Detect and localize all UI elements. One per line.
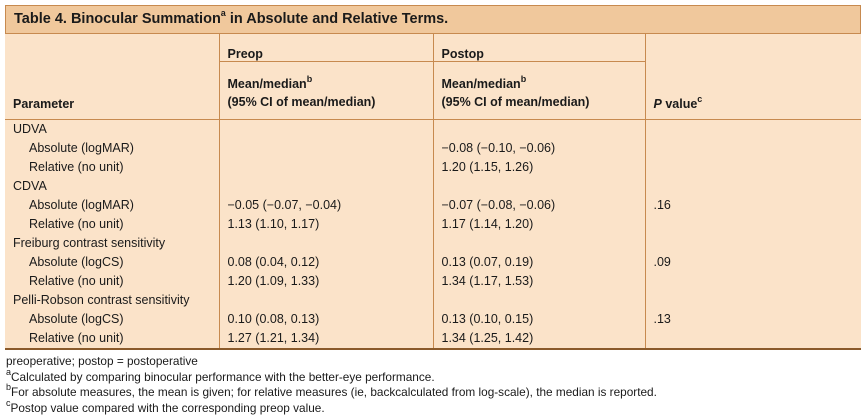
cell-postop: 1.34 (1.17, 1.53) <box>433 272 645 291</box>
footnote-a-mark: a <box>6 367 11 377</box>
cell-preop <box>219 158 433 177</box>
footnote-b: bFor absolute measures, the mean is give… <box>6 385 861 401</box>
cell-p-value: .13 <box>645 310 861 329</box>
cell-parameter: Absolute (logMAR) <box>5 139 219 158</box>
title-footnote-mark: a <box>221 8 226 18</box>
cell-p-value <box>645 272 861 291</box>
cell-preop <box>219 234 433 253</box>
footnote-c-text: Postop value compared with the correspon… <box>11 401 325 415</box>
cell-p-value: .09 <box>645 253 861 272</box>
cell-p-value <box>645 291 861 310</box>
table-row: Absolute (logCS)0.08 (0.04, 0.12)0.13 (0… <box>5 253 861 272</box>
table-row: Absolute (logCS)0.10 (0.08, 0.13)0.13 (0… <box>5 310 861 329</box>
cell-postop: 1.17 (1.14, 1.20) <box>433 215 645 234</box>
header-postop-stat: Mean/medianb (95% CI of mean/median) <box>433 62 645 120</box>
header-blank <box>5 34 219 62</box>
cell-p-value: .16 <box>645 196 861 215</box>
table-figure: Table 4. Binocular Summationa in Absolut… <box>5 5 861 416</box>
cell-parameter: Relative (no unit) <box>5 329 219 348</box>
cell-postop <box>433 234 645 253</box>
cell-preop <box>219 139 433 158</box>
cell-parameter: UDVA <box>5 120 219 140</box>
header-p-value: P valuec <box>645 62 861 120</box>
cell-postop: 1.20 (1.15, 1.26) <box>433 158 645 177</box>
header-parameter: Parameter <box>5 62 219 120</box>
cell-postop: 0.13 (0.07, 0.19) <box>433 253 645 272</box>
header-blank-p <box>645 34 861 62</box>
header-preop-stat: Mean/medianb (95% CI of mean/median) <box>219 62 433 120</box>
table-row: Relative (no unit)1.27 (1.21, 1.34)1.34 … <box>5 329 861 348</box>
cell-preop: 1.27 (1.21, 1.34) <box>219 329 433 348</box>
p-italic: P <box>654 97 662 111</box>
cell-parameter: Pelli-Robson contrast sensitivity <box>5 291 219 310</box>
cell-parameter: Relative (no unit) <box>5 272 219 291</box>
cell-parameter: Absolute (logMAR) <box>5 196 219 215</box>
footnote-b-text: For absolute measures, the mean is given… <box>11 385 657 399</box>
cell-postop <box>433 177 645 196</box>
header-preop: Preop <box>219 34 433 62</box>
table-row: Relative (no unit)1.20 (1.09, 1.33)1.34 … <box>5 272 861 291</box>
cell-preop: −0.05 (−0.07, −0.04) <box>219 196 433 215</box>
footnote-abbrev: preoperative; postop = postoperative <box>6 354 861 370</box>
cell-p-value <box>645 329 861 348</box>
cell-postop: 0.13 (0.10, 0.15) <box>433 310 645 329</box>
postop-mean-label: Mean/median <box>442 77 521 91</box>
preop-ci-label: (95% CI of mean/median) <box>228 93 433 111</box>
cell-preop: 1.20 (1.09, 1.33) <box>219 272 433 291</box>
cell-preop: 1.13 (1.10, 1.17) <box>219 215 433 234</box>
table-title: Table 4. Binocular Summationa in Absolut… <box>5 5 861 34</box>
cell-preop: 0.10 (0.08, 0.13) <box>219 310 433 329</box>
table-row: CDVA <box>5 177 861 196</box>
cell-preop: 0.08 (0.04, 0.12) <box>219 253 433 272</box>
cell-parameter: Freiburg contrast sensitivity <box>5 234 219 253</box>
postop-ci-label: (95% CI of mean/median) <box>442 93 645 111</box>
cell-p-value <box>645 234 861 253</box>
cell-parameter: Absolute (logCS) <box>5 310 219 329</box>
table-row: Relative (no unit)1.13 (1.10, 1.17)1.17 … <box>5 215 861 234</box>
table-row: Relative (no unit) 1.20 (1.15, 1.26) <box>5 158 861 177</box>
cell-postop: −0.08 (−0.10, −0.06) <box>433 139 645 158</box>
postop-mean-sup: b <box>521 74 527 84</box>
cell-p-value <box>645 215 861 234</box>
cell-parameter: Relative (no unit) <box>5 158 219 177</box>
table-row: Absolute (logMAR)−0.05 (−0.07, −0.04)−0.… <box>5 196 861 215</box>
cell-postop: −0.07 (−0.08, −0.06) <box>433 196 645 215</box>
cell-p-value <box>645 177 861 196</box>
data-table: Preop Postop Parameter Mean/medianb (95%… <box>5 34 861 348</box>
preop-mean-label: Mean/median <box>228 77 307 91</box>
table-row: Freiburg contrast sensitivity <box>5 234 861 253</box>
cell-parameter: Relative (no unit) <box>5 215 219 234</box>
footnote-b-mark: b <box>6 382 11 392</box>
cell-postop <box>433 291 645 310</box>
p-rest: value <box>662 97 697 111</box>
table-row: UDVA <box>5 120 861 140</box>
cell-parameter: CDVA <box>5 177 219 196</box>
footnote-a-text: Calculated by comparing binocular perfor… <box>11 370 435 384</box>
cell-postop <box>433 120 645 140</box>
table-row: Absolute (logMAR) −0.08 (−0.10, −0.06) <box>5 139 861 158</box>
footnote-a: aCalculated by comparing binocular perfo… <box>6 370 861 386</box>
cell-postop: 1.34 (1.25, 1.42) <box>433 329 645 348</box>
header-postop: Postop <box>433 34 645 62</box>
cell-p-value <box>645 120 861 140</box>
footnote-c-mark: c <box>6 398 11 408</box>
cell-p-value <box>645 158 861 177</box>
table-row: Pelli-Robson contrast sensitivity <box>5 291 861 310</box>
bottom-rule <box>5 348 861 350</box>
cell-preop <box>219 120 433 140</box>
cell-preop <box>219 291 433 310</box>
cell-p-value <box>645 139 861 158</box>
title-text: Table 4. Binocular Summation <box>14 11 221 27</box>
footnotes: preoperative; postop = postoperative aCa… <box>5 354 861 416</box>
cell-parameter: Absolute (logCS) <box>5 253 219 272</box>
title-text-rest: in Absolute and Relative Terms. <box>226 11 448 27</box>
preop-mean-sup: b <box>307 74 313 84</box>
cell-preop <box>219 177 433 196</box>
footnote-c: cPostop value compared with the correspo… <box>6 401 861 416</box>
p-sup: c <box>697 94 702 104</box>
